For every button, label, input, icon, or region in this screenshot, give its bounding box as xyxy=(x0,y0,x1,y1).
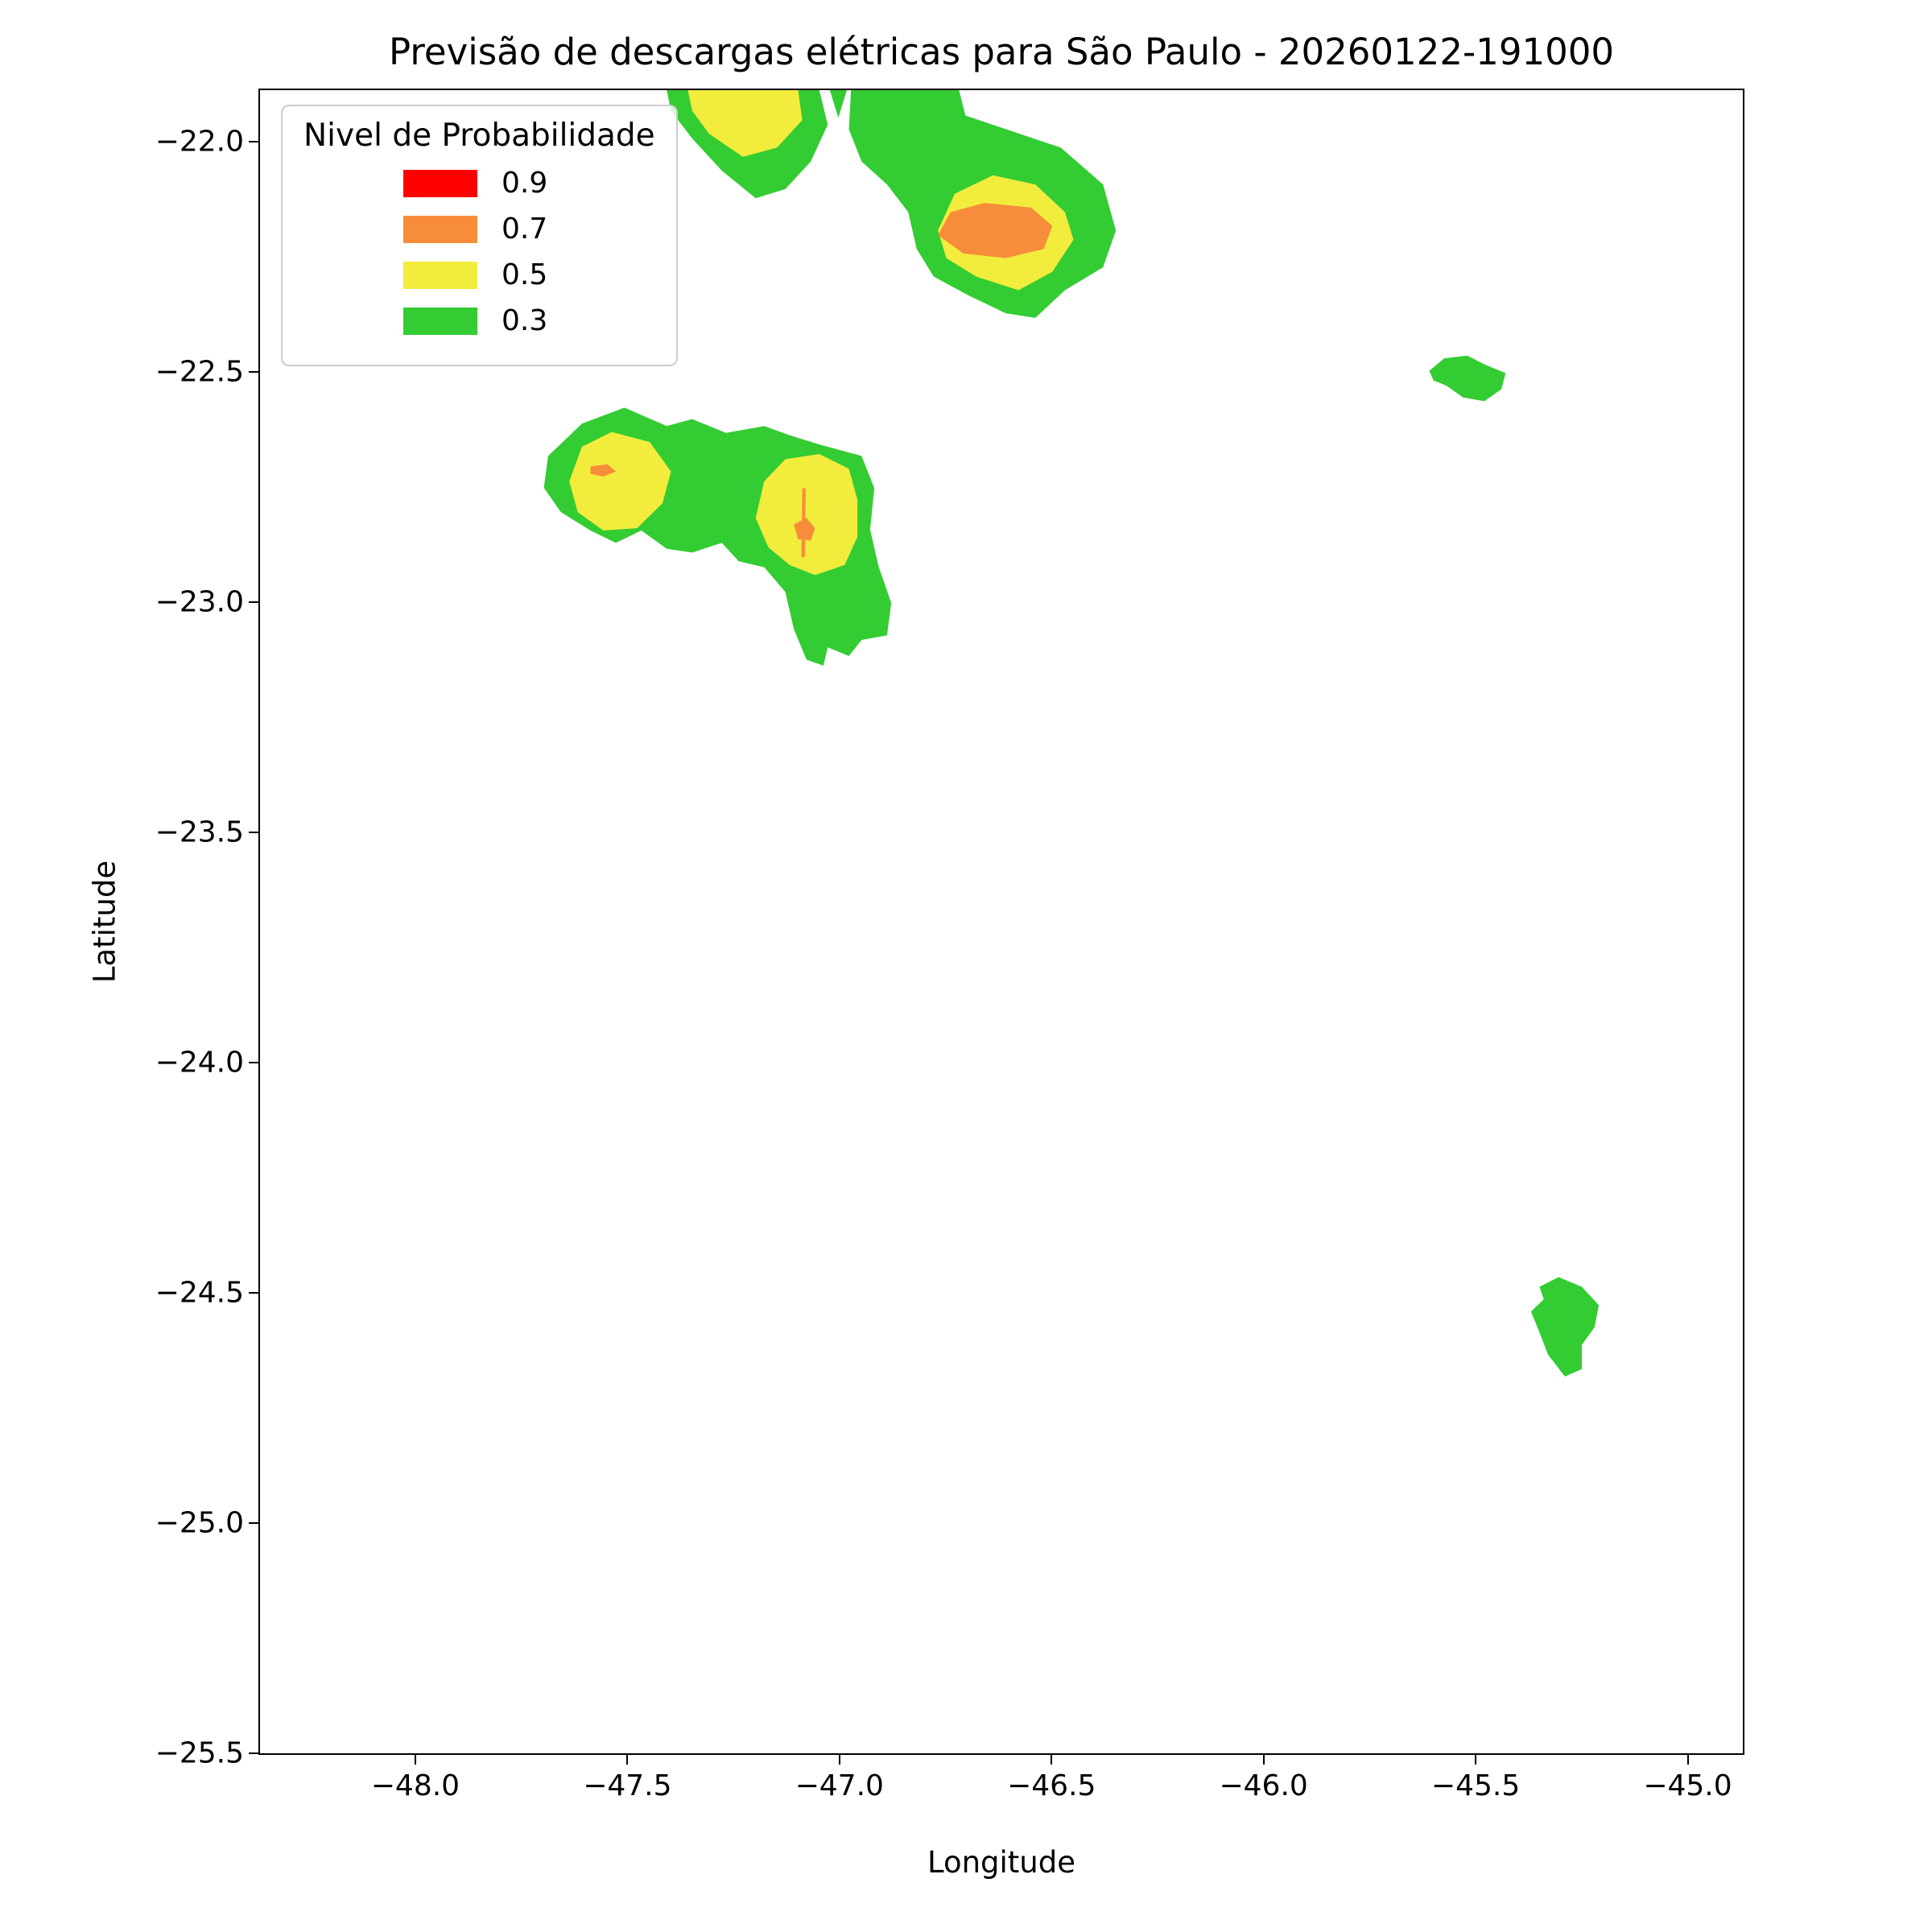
y-tick xyxy=(249,831,258,833)
legend-swatch-0.5 xyxy=(403,261,477,289)
plot-area xyxy=(258,89,1744,1755)
y-tick xyxy=(249,1061,258,1063)
legend-swatch-0.9 xyxy=(403,169,477,197)
legend-label-0.9: 0.9 xyxy=(502,167,548,200)
x-tick xyxy=(1051,1755,1053,1765)
y-tick xyxy=(249,1291,258,1294)
x-tick xyxy=(838,1755,840,1765)
legend: Nivel de Probabilidade 0.9 0.7 0.5 0.3 xyxy=(281,105,678,366)
y-tick xyxy=(249,1752,258,1754)
contour-region-central-east-yellow xyxy=(755,454,858,576)
y-tick-label: −23.0 xyxy=(155,585,244,619)
y-tick-label: −24.5 xyxy=(155,1276,244,1310)
y-tick xyxy=(249,1521,258,1524)
y-tick-label: −24.0 xyxy=(155,1046,244,1080)
legend-label-0.5: 0.5 xyxy=(502,258,548,291)
contour-region-east-small-cell-green xyxy=(1429,355,1506,402)
y-tick xyxy=(249,370,258,373)
x-tick xyxy=(414,1755,416,1765)
y-tick xyxy=(249,601,258,603)
x-tick-label: −46.5 xyxy=(1007,1769,1096,1802)
legend-entry-0.5: 0.5 xyxy=(403,258,655,291)
y-tick-label: −22.5 xyxy=(155,355,244,389)
contour-region-central-east-orange-sliver xyxy=(801,488,806,558)
x-axis-label: Longitude xyxy=(927,1845,1076,1880)
legend-entry-0.3: 0.3 xyxy=(403,304,655,337)
y-tick-label: −25.0 xyxy=(155,1506,244,1540)
y-axis-label: Latitude xyxy=(87,860,122,984)
contour-region-central-west-orange xyxy=(590,464,617,477)
x-tick-label: −47.0 xyxy=(795,1769,884,1802)
legend-swatch-0.3 xyxy=(403,307,477,335)
y-tick-label: −25.5 xyxy=(155,1736,244,1770)
contour-region-central-west-yellow xyxy=(569,431,671,530)
x-tick-label: −48.0 xyxy=(370,1769,460,1802)
legend-entry-0.9: 0.9 xyxy=(403,167,655,200)
legend-entry-0.7: 0.7 xyxy=(403,213,655,246)
legend-label-0.7: 0.7 xyxy=(502,213,548,246)
legend-swatch-0.7 xyxy=(403,215,477,243)
y-tick-label: −22.0 xyxy=(155,125,244,159)
chart-title: Previsão de descargas elétricas para São… xyxy=(389,31,1614,73)
contour-region-north-wedge-green xyxy=(829,90,847,118)
x-tick-label: −45.5 xyxy=(1430,1769,1521,1802)
x-tick xyxy=(1686,1755,1689,1765)
contour-region-south-east-cell-green xyxy=(1530,1277,1600,1377)
y-tick xyxy=(249,140,258,142)
contour-region-north-west-cell-yellow xyxy=(687,90,803,157)
contour-plot-svg xyxy=(543,90,1600,1377)
x-tick xyxy=(1475,1755,1477,1765)
x-tick-label: −47.5 xyxy=(583,1769,672,1802)
legend-title: Nivel de Probabilidade xyxy=(303,118,655,154)
contour-region-north-main-cell-orange xyxy=(938,203,1053,258)
x-tick xyxy=(626,1755,629,1765)
x-tick-label: −45.0 xyxy=(1643,1769,1732,1802)
y-tick-label: −23.5 xyxy=(155,815,244,849)
x-tick xyxy=(1262,1755,1265,1765)
legend-label-0.3: 0.3 xyxy=(502,304,548,337)
x-tick-label: −46.0 xyxy=(1219,1769,1308,1802)
